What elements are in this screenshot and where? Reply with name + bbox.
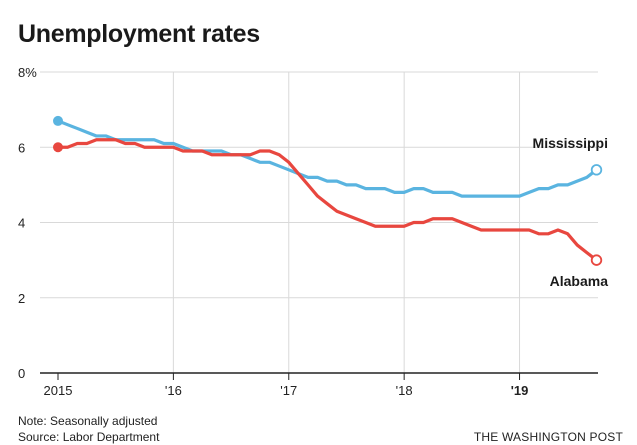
y-tick-label: 6	[18, 140, 25, 155]
y-tick-label: 2	[18, 291, 25, 306]
series-start-point-mississippi	[53, 115, 63, 126]
axis-layer: 0 2 4 6 8% 2015 '16 '17 '18 '19	[18, 65, 598, 398]
series-label-layer: Mississippi Alabama	[533, 135, 609, 289]
series-end-point-alabama	[590, 254, 603, 266]
x-tick-label: '17	[280, 383, 297, 398]
series-end-point-mississippi	[590, 164, 603, 176]
series-line-mississippi	[56, 119, 599, 198]
y-tick-label: 8%	[18, 65, 37, 80]
chart-source: Source: Labor Department	[18, 430, 160, 444]
x-tick-label: 2015	[44, 383, 73, 398]
series-label-alabama: Alabama	[550, 273, 609, 289]
x-tick-label: '19	[511, 383, 529, 398]
grid-layer	[40, 71, 598, 373]
series-start-point-alabama	[53, 142, 63, 153]
y-tick-label: 4	[18, 216, 25, 231]
chart-title: Unemployment rates	[18, 20, 260, 48]
y-tick-label: 0	[18, 366, 25, 381]
chart-note: Note: Seasonally adjusted	[18, 414, 158, 428]
series-label-mississippi: Mississippi	[533, 135, 608, 151]
series-layer	[53, 115, 603, 266]
series-line-alabama	[56, 138, 599, 262]
x-tick-label: '18	[396, 383, 413, 398]
x-tick-label: '16	[165, 383, 182, 398]
publisher-credit: THE WASHINGTON POST	[473, 430, 623, 444]
